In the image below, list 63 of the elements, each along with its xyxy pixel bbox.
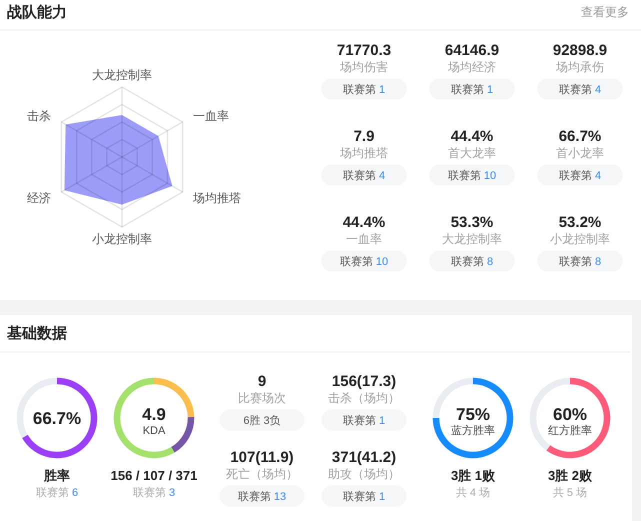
center-value: 60% xyxy=(552,405,588,424)
value: 53.2% xyxy=(558,214,602,231)
badge-text: 联赛第 8 xyxy=(450,256,494,268)
label: 首大龙率 xyxy=(448,146,496,160)
value: 66.7% xyxy=(558,128,602,145)
label: 击杀（场均） xyxy=(328,391,400,405)
value: 107(11.9) xyxy=(230,449,294,466)
badge-text: 联赛第 1 xyxy=(342,84,386,96)
label: 死亡（场均） xyxy=(226,467,298,481)
badge-text: 联赛第 1 xyxy=(450,84,494,96)
badge-text: 联赛第 4 xyxy=(342,170,386,182)
label: 大龙控制率 xyxy=(442,232,502,246)
label: 助攻（场均） xyxy=(328,467,400,481)
badge-text: 6胜 3负 xyxy=(243,415,281,427)
category-label: 经济 xyxy=(26,191,51,205)
center-label: KDA xyxy=(142,425,166,437)
value: 371(41.2) xyxy=(332,449,396,466)
label: 场均伤害 xyxy=(340,60,388,74)
title: 156 / 107 / 371 xyxy=(110,468,198,483)
value: 9 xyxy=(258,373,266,390)
title: 3胜 1败 xyxy=(450,468,496,483)
title: 3胜 2败 xyxy=(548,468,592,483)
value: 92898.9 xyxy=(552,42,608,59)
link: 查看更多 xyxy=(581,5,629,19)
label: 场均推塔 xyxy=(340,146,388,160)
value: 156(17.3) xyxy=(332,373,396,390)
value: 7.9 xyxy=(354,128,374,145)
center-value: 66.7% xyxy=(32,409,82,428)
badge-text: 联赛第 1 xyxy=(342,415,386,427)
subtitle: 联赛第 6 xyxy=(36,487,78,499)
subtitle: 共 4 场 xyxy=(456,487,490,499)
category-label: 击杀 xyxy=(26,109,51,123)
label: 比赛场次 xyxy=(238,391,286,405)
center-label: 红方胜率 xyxy=(548,425,592,437)
label: 场均经济 xyxy=(448,60,496,74)
center-label: 蓝方胜率 xyxy=(451,425,495,437)
center-value: 75% xyxy=(456,405,490,424)
label: 小龙控制率 xyxy=(550,232,610,246)
value: 53.3% xyxy=(450,214,494,231)
category-label: 一血率 xyxy=(193,109,230,123)
value: 44.4% xyxy=(450,128,494,145)
label: 场均承伤 xyxy=(556,60,604,74)
subtitle: 联赛第 3 xyxy=(132,487,176,499)
category-label: 大龙控制率 xyxy=(92,68,152,82)
title: 基础数据 xyxy=(7,325,67,342)
subtitle: 共 5 场 xyxy=(552,487,588,499)
badge-text: 联赛第 4 xyxy=(558,170,602,182)
category-label: 小龙控制率 xyxy=(92,232,152,246)
value: 44.4% xyxy=(342,214,386,231)
badge-text: 联赛第 10 xyxy=(448,170,496,182)
badge-text: 联赛第 13 xyxy=(238,491,286,503)
label: 首小龙率 xyxy=(556,146,604,160)
category-label: 场均推塔 xyxy=(193,191,242,205)
badge-text: 联赛第 4 xyxy=(558,84,602,96)
badge-text: 联赛第 8 xyxy=(558,256,602,268)
badge-text: 联赛第 1 xyxy=(342,491,386,503)
value: 64146.9 xyxy=(444,42,500,59)
center-value: 4.9 xyxy=(142,405,166,424)
value: 71770.3 xyxy=(336,42,392,59)
badge-text: 联赛第 10 xyxy=(340,256,388,268)
label: 一血率 xyxy=(346,232,382,246)
title: 胜率 xyxy=(44,468,70,483)
title: 战队能力 xyxy=(7,4,67,21)
